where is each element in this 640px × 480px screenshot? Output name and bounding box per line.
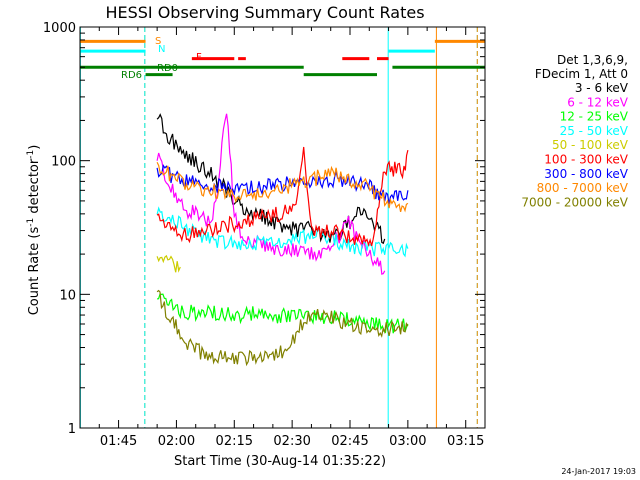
axes: 01:45 02:00 02:15 02:30 02:45 03:00 03:15 1 10 10… xyxy=(43,21,486,449)
legend-entry-25-50-kev: 25 - 50 keV xyxy=(560,124,629,138)
legend-header-line-1: Det 1,3,6,9, xyxy=(557,53,628,67)
y-tick-label-1: 1 xyxy=(68,422,76,437)
y-tick-label-10: 10 xyxy=(59,288,76,303)
series-line-300-800-kev xyxy=(156,163,409,205)
state-label-s: S xyxy=(155,36,161,47)
state-bars: SN F RD0 RD6 xyxy=(80,36,485,81)
state-label-n: N xyxy=(158,44,165,55)
series-line-50-100-kev xyxy=(156,254,181,273)
series-line-6-12-kev xyxy=(156,113,386,275)
x-tick-label-02-30: 02:30 xyxy=(273,434,310,449)
x-tick-label-02-00: 02:00 xyxy=(158,434,195,449)
series-line-100-300-kev xyxy=(156,146,409,247)
legend-entry-6-12-kev: 6 - 12 keV xyxy=(567,95,629,109)
state-label-f: F xyxy=(196,52,202,63)
series-line-3-6-kev xyxy=(156,113,386,245)
legend: Det 1,3,6,9, FDecim 1, Att 0 3 - 6 keV6 … xyxy=(521,53,628,209)
x-axis-label: Start Time (30-Aug-14 01:35:22) xyxy=(174,454,386,469)
x-tick-label-01-45: 01:45 xyxy=(100,434,137,449)
series-line-800-7000-kev xyxy=(156,162,409,213)
y-tick-label-1000: 1000 xyxy=(43,21,76,36)
legend-entry-300-800-kev: 300 - 800 keV xyxy=(544,167,628,181)
y-axis-label-sup-2: -1 xyxy=(26,150,36,159)
legend-entry-50-100-kev: 50 - 100 keV xyxy=(552,138,629,152)
series-line-7000-20000-kev xyxy=(156,289,409,367)
legend-entry-800-7000-kev: 800 - 7000 keV xyxy=(537,181,629,195)
plot-frame xyxy=(79,26,486,429)
series-line-12-25-kev xyxy=(157,293,409,334)
y-axis-label-part-1: Count Rate (s xyxy=(27,227,42,316)
x-tick-label-02-15: 02:15 xyxy=(216,434,253,449)
series-line-25-50-kev xyxy=(156,206,409,258)
legend-entry-7000-20000-kev: 7000 - 20000 keV xyxy=(521,195,628,209)
y-axis-label: Count Rate (s-1 detector-1) xyxy=(26,145,42,316)
timestamp: 24-Jan-2017 19:03 xyxy=(561,467,636,476)
state-label-rd0: RD0 xyxy=(157,63,178,74)
y-axis-label-part-3: ) xyxy=(27,145,42,150)
legend-entry-100-300-kev: 100 - 300 keV xyxy=(544,153,628,167)
legend-entry-12-25-kev: 12 - 25 keV xyxy=(560,110,629,124)
series-layer xyxy=(156,113,409,367)
y-axis-label-part-2: detector xyxy=(27,158,42,218)
state-label-rd6: RD6 xyxy=(121,70,142,81)
legend-entry-3-6-kev: 3 - 6 keV xyxy=(575,81,629,95)
legend-header-line-2: FDecim 1, Att 0 xyxy=(535,67,628,81)
y-tick-label-100: 100 xyxy=(51,155,76,170)
y-axis-label-sup-1: -1 xyxy=(26,218,36,227)
x-tick-label-03-00: 03:00 xyxy=(389,434,426,449)
x-tick-label-03-15: 03:15 xyxy=(447,434,484,449)
chart-title: HESSI Observing Summary Count Rates xyxy=(105,3,424,22)
x-tick-label-02-45: 02:45 xyxy=(331,434,368,449)
